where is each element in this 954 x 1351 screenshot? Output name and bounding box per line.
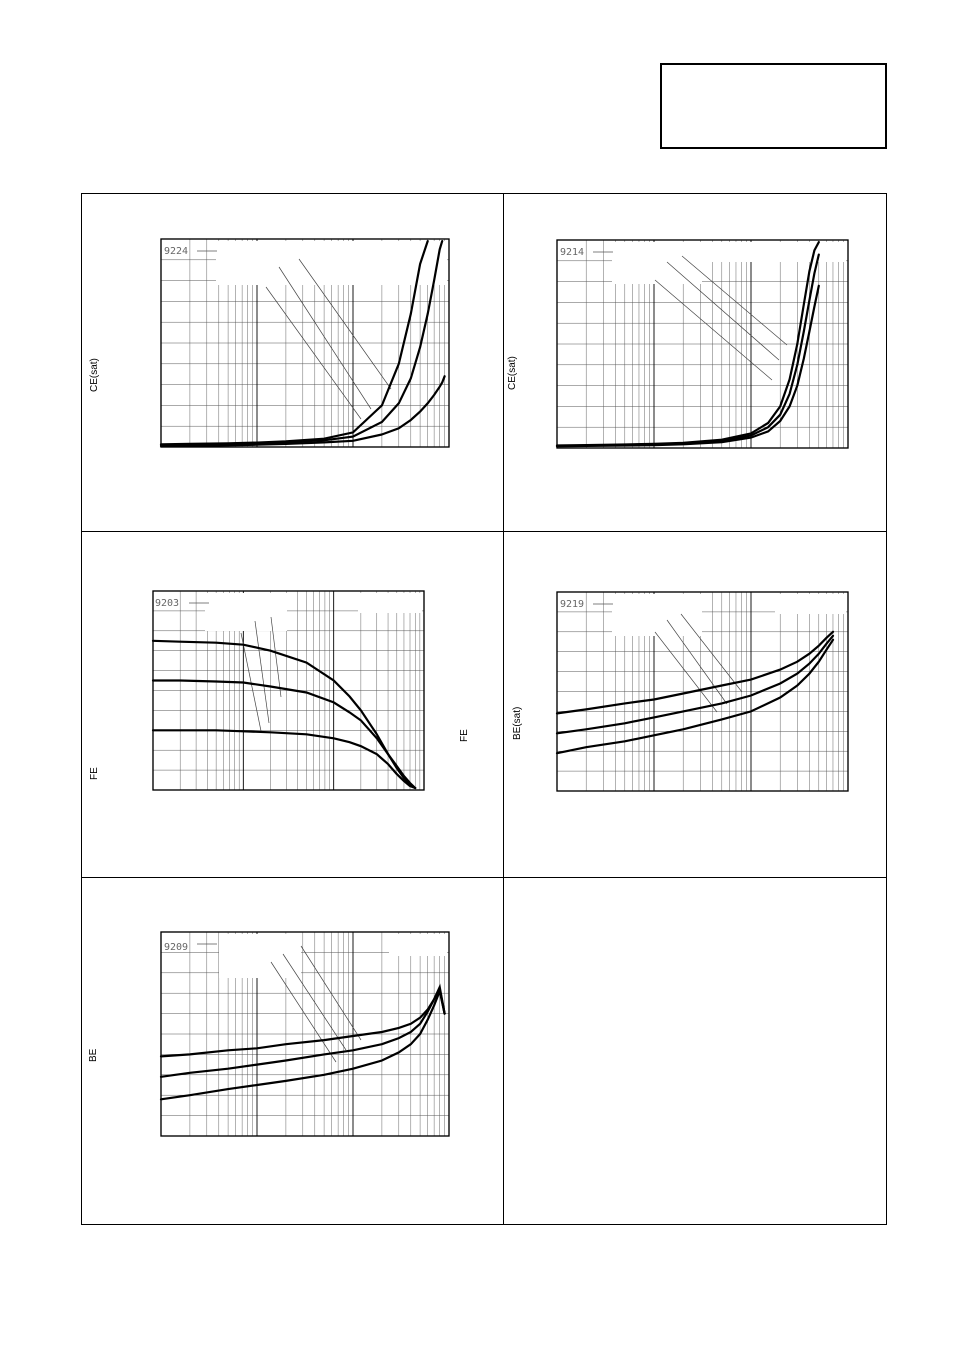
y-axis-label: BE(sat) [512, 706, 523, 740]
legend-area [358, 593, 422, 613]
y-axis-label: BE [88, 1048, 99, 1062]
y-axis-label: CE(sat) [89, 358, 100, 392]
leader-line [240, 632, 262, 732]
legend-area [775, 594, 846, 614]
plot-border [556, 239, 849, 449]
legend-area [702, 242, 846, 262]
leader-line [654, 279, 773, 381]
leader-line [254, 620, 270, 724]
figure-id: 9224 [164, 246, 188, 257]
leader-line [270, 616, 282, 698]
leader-line [680, 613, 743, 693]
legend-area [612, 242, 702, 284]
plot-border [160, 238, 450, 448]
legend-area [389, 934, 447, 956]
legend-area [216, 241, 447, 285]
figure-id: 9214 [560, 247, 584, 258]
panel-divider-vertical [503, 194, 504, 1224]
legend-area [219, 934, 301, 978]
plot-border [152, 590, 425, 791]
leader-line [270, 961, 337, 1063]
series-line-2 [159, 240, 444, 446]
legend-area [612, 594, 702, 636]
chart-vce-sat-9224: 9224 [159, 238, 450, 448]
series-line-2 [159, 983, 446, 1078]
chart-vbe-9209: 9209 [159, 931, 450, 1137]
leader-line [681, 255, 788, 346]
leader-line [282, 953, 347, 1051]
y-axis-label: CE(sat) [507, 356, 518, 390]
series-line-1 [555, 630, 835, 715]
series-line-3 [555, 284, 820, 448]
series-line-3 [151, 729, 417, 790]
series-line-2 [151, 679, 417, 790]
series-line-3 [555, 638, 835, 755]
figure-id: 9203 [155, 598, 179, 609]
chart-hfe-9203: 9203 [151, 590, 425, 791]
series-line-1 [151, 639, 417, 790]
leader-line [654, 631, 718, 713]
leader-line [265, 286, 362, 420]
series-line-3 [159, 375, 446, 448]
y-axis-label-secondary: FE [459, 729, 470, 742]
series-line-2 [555, 634, 835, 735]
title-box [660, 63, 887, 149]
y-axis-label: FE [89, 767, 100, 780]
panel-divider-row-2 [82, 877, 886, 878]
leader-line [666, 619, 728, 705]
chart-vbe-sat-9219: 9219 [555, 591, 849, 792]
leader-line [298, 258, 392, 390]
leader-line [300, 945, 362, 1041]
leader-line [278, 266, 372, 410]
series-line-3 [159, 987, 446, 1101]
panel-divider-row-1 [82, 531, 886, 532]
plot-border [160, 931, 450, 1137]
figure-id: 9219 [560, 599, 584, 610]
chart-vce-sat-9214: 9214 [555, 239, 849, 449]
legend-area [205, 593, 287, 631]
leader-line [666, 261, 780, 361]
plot-border [556, 591, 849, 792]
chart-grid-frame [81, 193, 887, 1225]
figure-id: 9209 [164, 942, 188, 953]
